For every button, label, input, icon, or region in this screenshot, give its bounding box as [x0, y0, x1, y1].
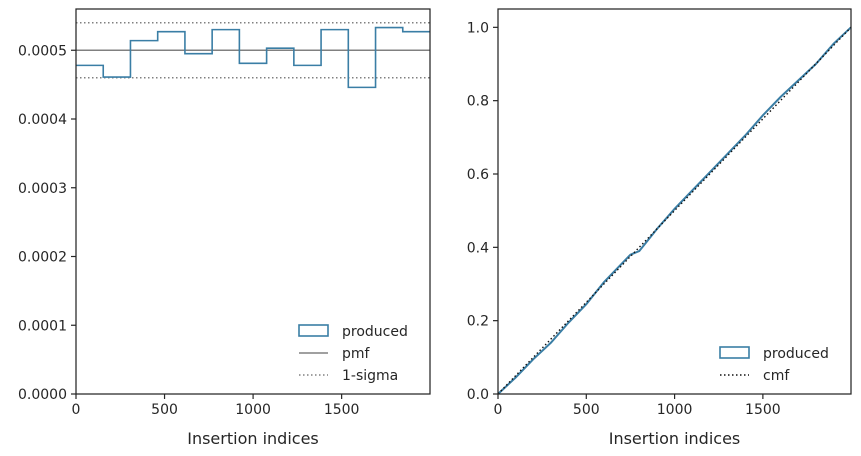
- left-legend: produced pmf 1-sigma: [298, 324, 408, 384]
- right-series-layer: [497, 26, 852, 395]
- left-legend-patch: [298, 324, 329, 337]
- left-legend-label: produced: [342, 324, 408, 340]
- right-y-tick-label: 0.6: [467, 167, 489, 183]
- right-x-tick-label: 1000: [657, 402, 693, 418]
- right-legend-label: produced: [763, 346, 829, 362]
- right-x-tick-label: 0: [494, 402, 503, 418]
- left-legend-label: 1-sigma: [342, 368, 398, 384]
- right-y-tick-label: 0.2: [467, 314, 489, 330]
- right-y-tick-label: 0.0: [467, 387, 489, 403]
- right-legend: produced cmf: [719, 346, 829, 384]
- right-y-tick-label: 1.0: [467, 20, 489, 36]
- left-y-tick-label: 0.0002: [18, 250, 67, 266]
- left-x-tick-label: 0: [72, 402, 81, 418]
- right-legend-label: cmf: [763, 368, 790, 384]
- right-legend-patch: [719, 346, 750, 359]
- right-axis-ticks: 0 500 1000 1500 0.0 0.2 0.4 0.6 0.8 1.0: [467, 20, 781, 418]
- produced-cumulative-line: [497, 26, 852, 395]
- left-y-tick-label: 0.0001: [18, 318, 67, 334]
- chart-left: 0 500 1000 1500 0.0000 0.0001 0.0002 0.0003 0.00…: [18, 8, 431, 448]
- left-x-tick-label: 500: [151, 402, 178, 418]
- left-y-tick-label: 0.0003: [18, 181, 67, 197]
- chart-right: 0 500 1000 1500 0.0 0.2 0.4 0.6 0.8 1.0 Insertion…: [467, 8, 852, 448]
- right-x-axis-label: Insertion indices: [609, 429, 741, 448]
- produced-histogram: [76, 26, 430, 89]
- left-y-tick-label: 0.0004: [18, 112, 67, 128]
- left-x-axis-label: Insertion indices: [187, 429, 319, 448]
- cmf-line: [497, 26, 852, 395]
- right-y-tick-label: 0.4: [467, 240, 489, 256]
- left-axis-ticks: 0 500 1000 1500 0.0000 0.0001 0.0002 0.0003 0.00…: [18, 43, 359, 418]
- left-series-layer: [76, 22, 430, 89]
- right-x-tick-label: 500: [573, 402, 600, 418]
- left-y-tick-label: 0.0000: [18, 387, 67, 403]
- left-x-tick-label: 1000: [235, 402, 271, 418]
- right-x-tick-label: 1500: [745, 402, 781, 418]
- right-y-tick-label: 0.8: [467, 94, 489, 110]
- left-y-tick-label: 0.0005: [18, 43, 67, 59]
- left-plot-frame: [75, 8, 431, 395]
- right-plot-frame: [497, 8, 852, 395]
- left-x-tick-label: 1500: [324, 402, 360, 418]
- left-legend-label: pmf: [342, 346, 371, 362]
